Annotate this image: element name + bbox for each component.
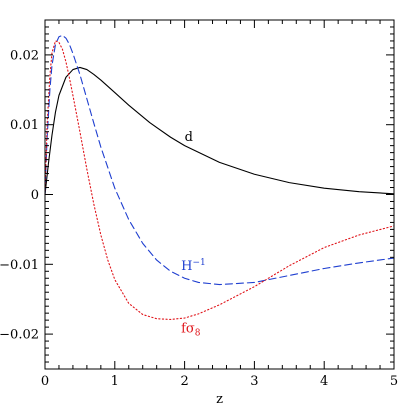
x-tick-label: 2 — [180, 374, 188, 389]
series-label-0: d — [185, 130, 193, 145]
x-tick-label: 0 — [41, 374, 49, 389]
x-tick-label: 5 — [390, 374, 398, 389]
y-tick-label: −0.02 — [0, 328, 39, 343]
y-tick-label: 0.02 — [10, 48, 39, 63]
series-line-1 — [44, 34, 395, 286]
plot-frame — [44, 19, 395, 370]
y-tick-label: 0.01 — [10, 118, 39, 133]
y-tick-label: −0.01 — [0, 258, 39, 273]
ticks-layer — [44, 19, 395, 370]
x-tick-label: 4 — [320, 374, 328, 389]
series-label-subscript: 8 — [195, 329, 201, 339]
series-line-2 — [44, 40, 395, 320]
series-label-superscript: −1 — [192, 258, 205, 268]
x-axis-title: z — [216, 392, 223, 407]
x-tick-label: 1 — [111, 374, 119, 389]
series-layer — [44, 34, 395, 320]
x-tick-label: 3 — [250, 374, 258, 389]
y-tick-label: 0 — [31, 188, 39, 203]
series-line-0 — [44, 66, 395, 196]
